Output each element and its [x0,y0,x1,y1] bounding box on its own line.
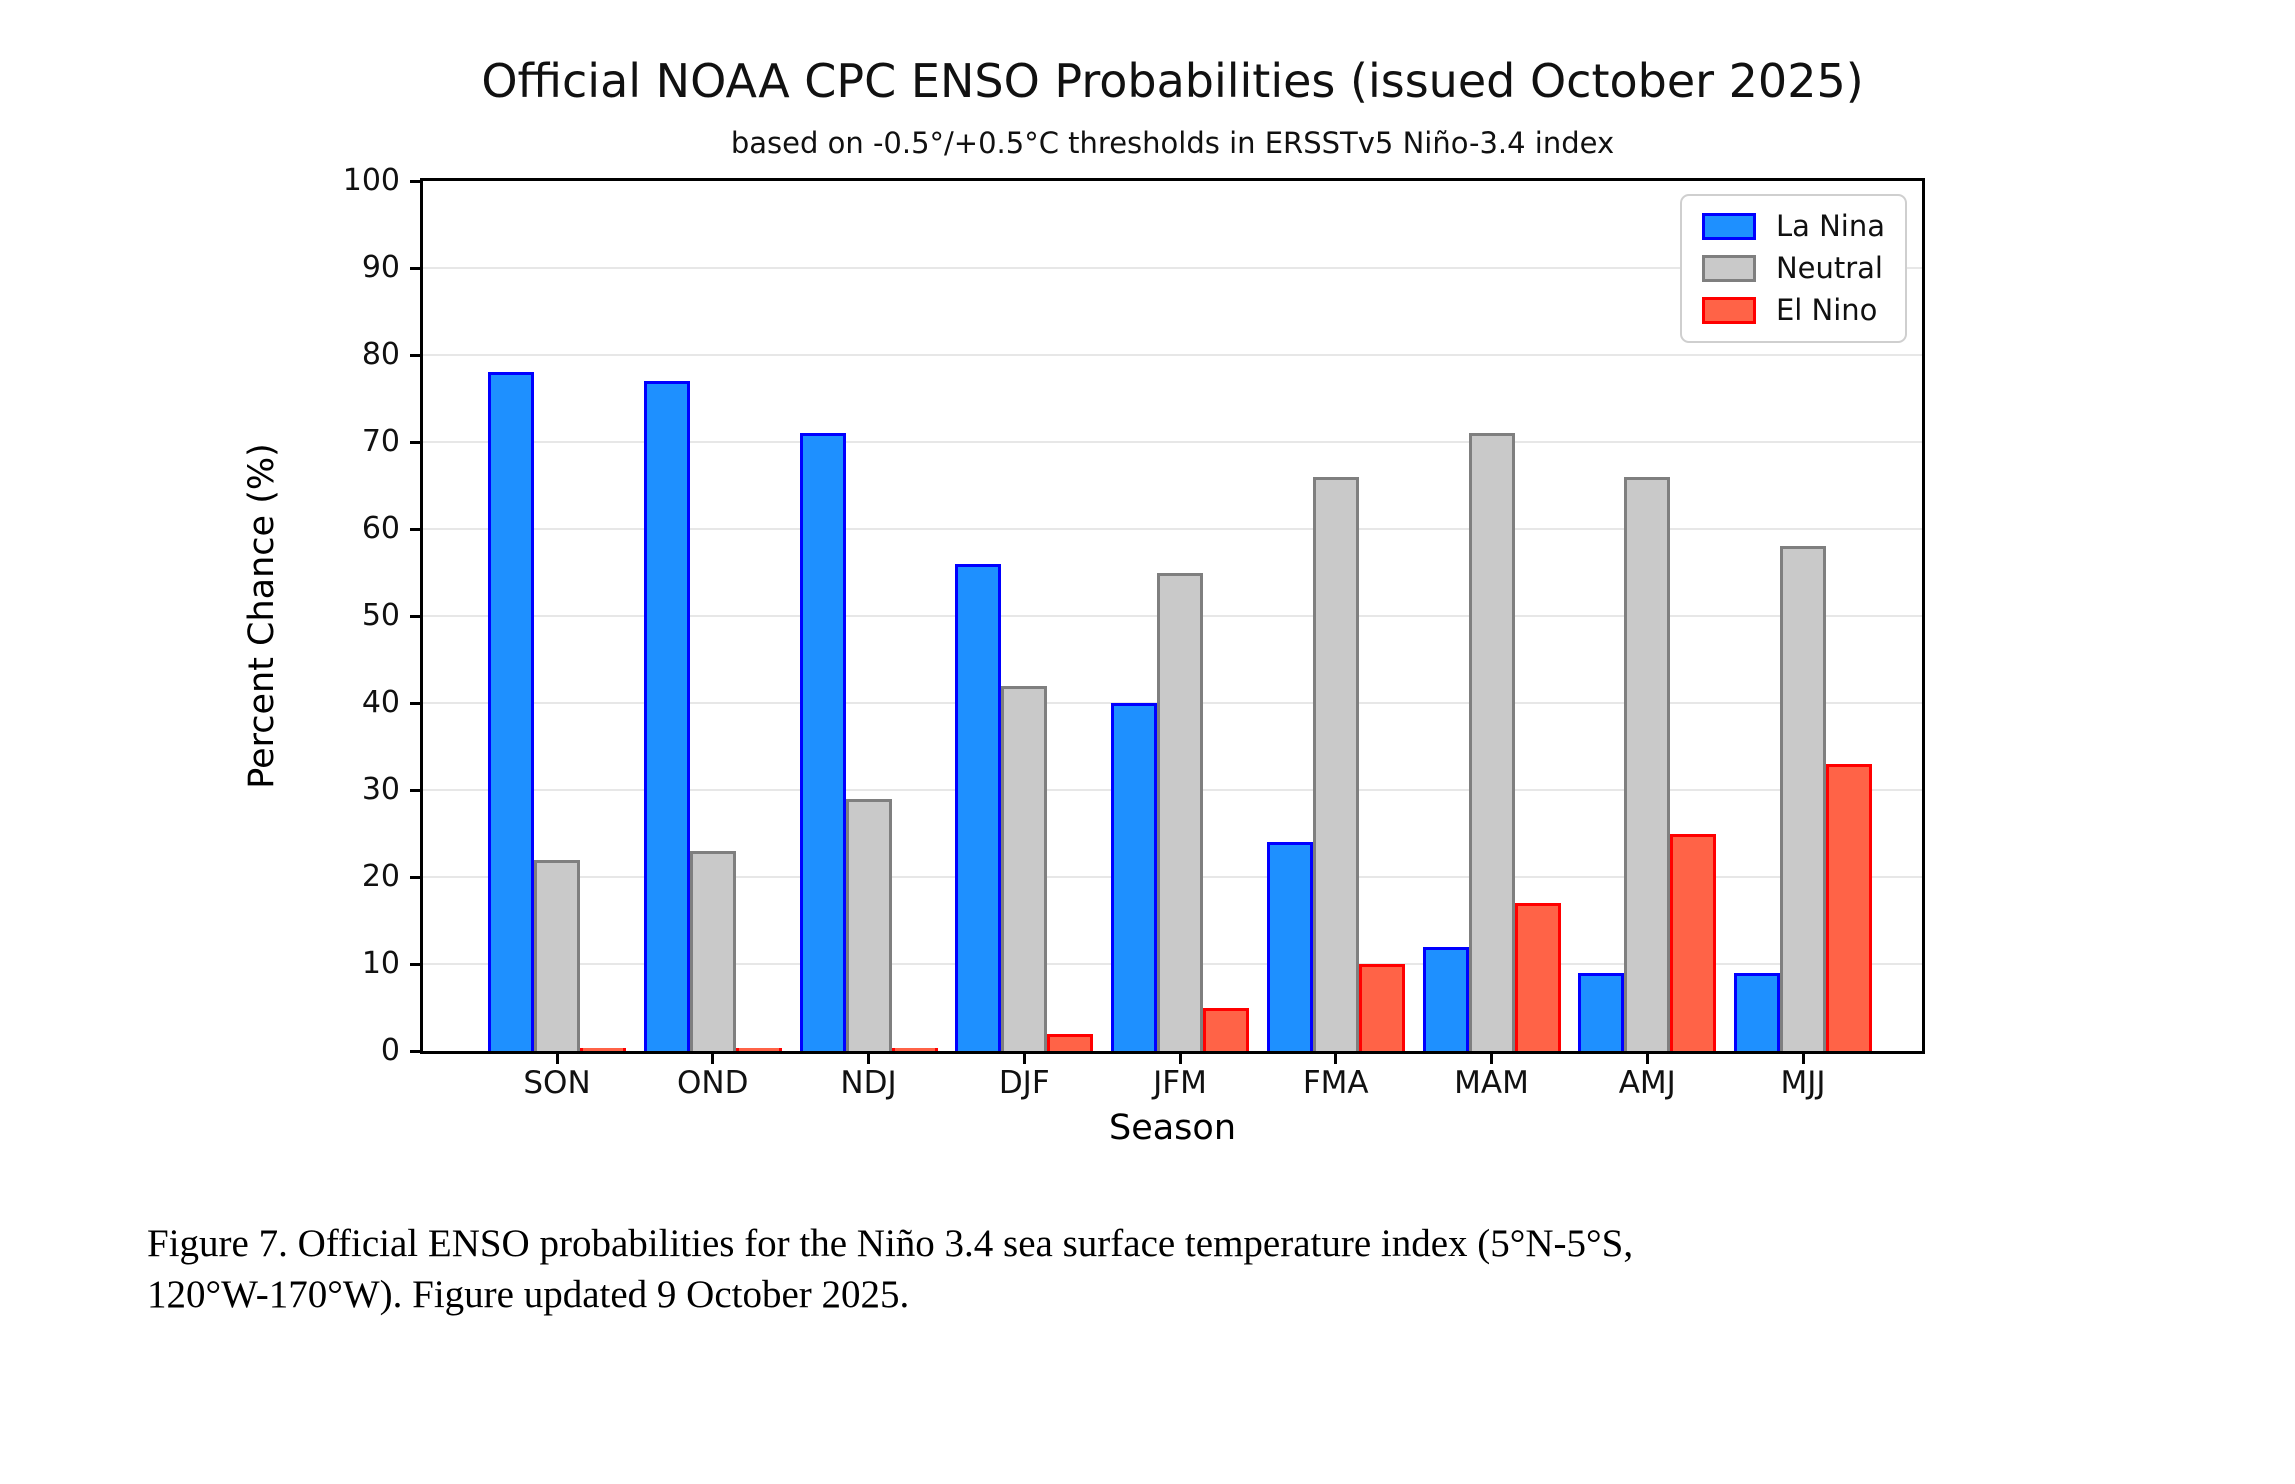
legend: La Nina Neutral El Nino [1679,194,1907,343]
x-tick-label-DJF: DJF [998,1065,1050,1101]
bar-el-nino-FMA [1358,964,1405,1051]
chart-title: Official NOAA CPC ENSO Probabilities (is… [481,54,1864,108]
legend-item-el-nino: El Nino [1701,293,1885,327]
gridline-80 [423,354,1922,356]
y-tick-label-80: 80 [361,337,400,372]
x-tick-MJJ [1801,1054,1805,1064]
bar-la-nina-NDJ [799,433,846,1051]
bar-neutral-DJF [1001,685,1048,1051]
bar-el-nino-JFM [1203,1007,1249,1051]
bar-neutral-NDJ [845,798,892,1051]
x-axis-label: Season [1108,1108,1237,1148]
y-tick-10 [410,962,420,966]
x-tick-label-AMJ: AMJ [1618,1065,1676,1101]
bar-la-nina-AMJ [1578,972,1625,1051]
bar-la-nina-MAM [1422,946,1469,1051]
x-tick-FMA [1334,1054,1338,1064]
y-tick-label-0: 0 [380,1033,400,1068]
bar-el-nino-MJJ [1826,763,1872,1051]
x-tick-label-NDJ: NDJ [840,1065,897,1101]
x-tick-JFM [1178,1054,1182,1064]
figure-caption: Figure 7. Official ENSO probabilities fo… [147,1218,2127,1320]
bar-neutral-AMJ [1624,476,1671,1051]
y-tick-label-70: 70 [361,424,400,459]
y-tick-label-60: 60 [361,511,400,546]
y-tick-label-40: 40 [361,685,400,720]
bar-el-nino-SON [580,1048,626,1051]
legend-label: La Nina [1775,209,1885,243]
x-tick-label-JFM: JFM [1153,1065,1207,1101]
x-tick-label-OND: OND [677,1065,749,1101]
la-nina-swatch [1701,213,1756,240]
y-tick-20 [410,875,420,879]
y-tick-0 [410,1049,420,1053]
x-tick-label-MJJ: MJJ [1780,1065,1826,1101]
el-nino-swatch [1701,297,1756,324]
y-tick-90 [410,266,420,270]
y-tick-30 [410,788,420,792]
x-tick-label-SON: SON [523,1065,591,1101]
neutral-swatch [1701,255,1756,282]
bar-la-nina-OND [643,381,690,1051]
bar-neutral-SON [534,859,580,1051]
chart-subtitle: based on -0.5°/+0.5°C thresholds in ERSS… [730,126,1615,160]
bar-la-nina-SON [488,372,534,1051]
x-tick-OND [711,1054,715,1064]
gridline-70 [423,441,1922,443]
bar-neutral-OND [689,850,736,1051]
bar-el-nino-MAM [1514,903,1561,1051]
y-tick-70 [410,440,420,444]
y-tick-label-10: 10 [361,946,400,981]
legend-item-neutral: Neutral [1701,251,1885,285]
y-tick-label-90: 90 [361,250,400,285]
bar-la-nina-FMA [1266,842,1313,1051]
legend-label: El Nino [1775,293,1878,327]
plot-area: La Nina Neutral El Nino [410,178,1925,1064]
caption-line-1: Figure 7. Official ENSO probabilities fo… [147,1222,1634,1265]
legend-label: Neutral [1775,251,1883,285]
x-tick-NDJ [867,1054,870,1064]
bar-el-nino-OND [735,1048,782,1051]
x-tick-AMJ [1645,1054,1649,1064]
x-tick-DJF [1022,1054,1026,1064]
y-tick-80 [410,353,420,357]
caption-line-2: 120°W-170°W). Figure updated 9 October 2… [147,1273,910,1316]
bar-la-nina-MJJ [1734,972,1780,1051]
y-tick-40 [410,701,420,705]
bar-la-nina-DJF [955,563,1002,1051]
gridline-90 [423,267,1922,269]
y-axis-label: Percent Chance (%) [242,443,282,789]
y-tick-label-50: 50 [361,598,400,633]
y-tick-label-100: 100 [342,163,400,198]
bar-neutral-JFM [1157,572,1203,1051]
bar-la-nina-JFM [1111,703,1157,1051]
legend-item-la-nina: La Nina [1701,209,1885,243]
y-tick-100 [410,179,420,183]
bar-el-nino-NDJ [891,1048,938,1051]
gridline-60 [423,528,1922,530]
bar-neutral-MJJ [1780,546,1826,1051]
x-tick-label-FMA: FMA [1302,1065,1369,1101]
bar-neutral-MAM [1468,433,1515,1051]
x-tick-MAM [1490,1054,1493,1064]
bar-el-nino-DJF [1047,1033,1094,1051]
bar-el-nino-AMJ [1670,833,1717,1051]
x-tick-SON [555,1054,559,1064]
x-tick-label-MAM: MAM [1454,1065,1529,1101]
y-tick-60 [410,527,420,531]
y-tick-label-20: 20 [361,859,400,894]
y-tick-label-30: 30 [361,772,400,807]
bar-neutral-FMA [1312,476,1359,1051]
y-tick-50 [410,614,420,618]
